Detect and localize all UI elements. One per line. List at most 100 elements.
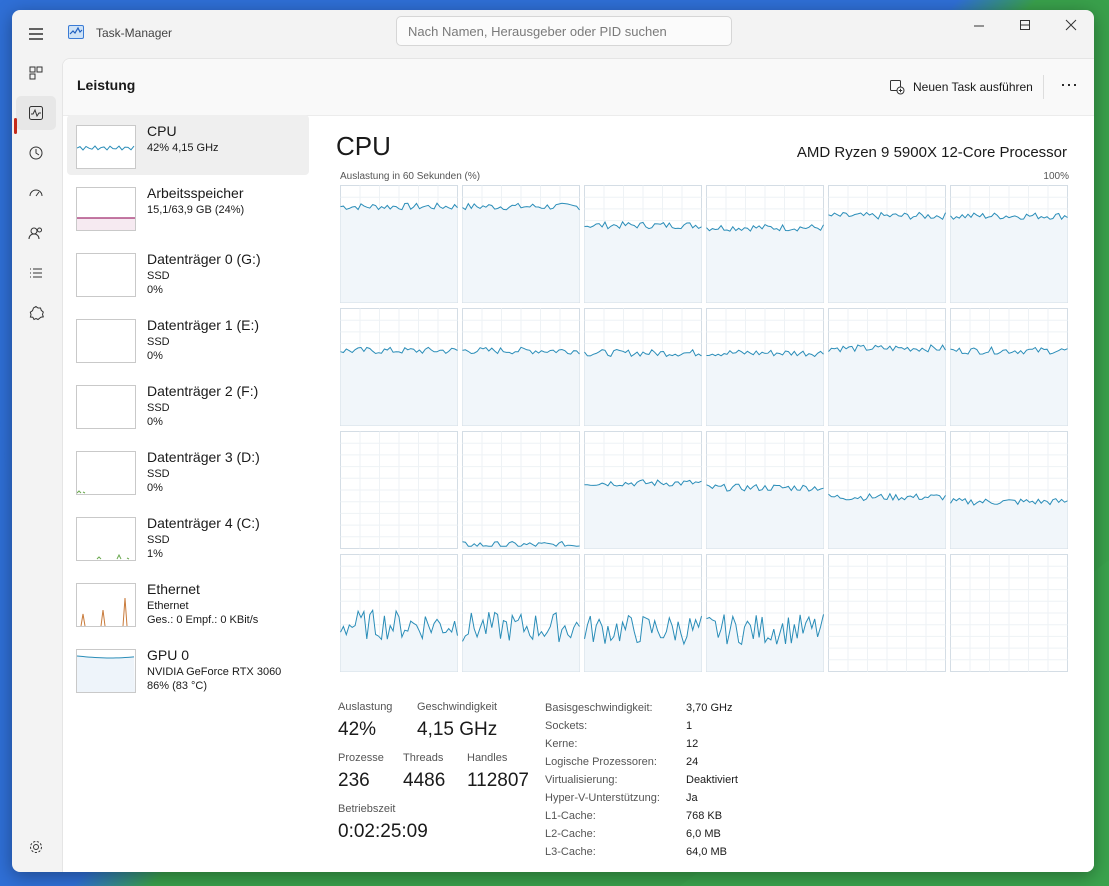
resource-detail: SSD (147, 534, 170, 546)
resource-sparkline (76, 490, 86, 494)
core-graph (340, 431, 458, 549)
core-graph (706, 308, 824, 426)
run-task-label: Neuen Task ausführen (913, 80, 1033, 94)
spec-key: Virtualisierung: (545, 774, 618, 786)
minimize-button[interactable] (956, 10, 1002, 42)
resource-status: 0% (147, 350, 163, 362)
resource-sparkline (76, 655, 135, 692)
resource-item[interactable]: Datenträger 2 (F:) SSD 0% (67, 375, 309, 435)
resource-item[interactable]: CPU 42% 4,15 GHz (67, 115, 309, 175)
nav-processes[interactable] (16, 56, 56, 90)
resource-detail: NVIDIA GeForce RTX 3060 (147, 666, 282, 678)
resource-item[interactable]: Datenträger 4 (C:) SSD 1% (67, 507, 309, 567)
performance-icon (29, 106, 43, 120)
resource-item[interactable]: Ethernet Ethernet Ges.: 0 Empf.: 0 KBit/s (67, 573, 309, 633)
processes-label: Prozesse (338, 752, 384, 764)
resource-sparkline (77, 217, 135, 230)
close-button[interactable] (1048, 10, 1094, 42)
processes-icon (29, 66, 43, 80)
resource-sparkline (77, 386, 135, 428)
core-graph (340, 554, 458, 672)
resource-item[interactable]: Datenträger 0 (G:) SSD 0% (67, 243, 309, 303)
core-graph (706, 431, 824, 549)
resource-detail: SSD (147, 336, 170, 348)
core-graph (706, 554, 824, 672)
resource-name: Ethernet (147, 581, 200, 597)
users-icon (28, 227, 42, 240)
core-graph (584, 554, 702, 672)
run-new-task-button[interactable]: Neuen Task ausführen (885, 71, 1037, 103)
core-graph (462, 308, 580, 426)
core-graph (950, 554, 1068, 672)
spec-key: Hyper-V-Unterstützung: (545, 792, 660, 804)
spec-key: Basisgeschwindigkeit: (545, 702, 653, 714)
maximize-button[interactable] (1002, 10, 1048, 42)
nav-performance[interactable] (16, 96, 56, 130)
nav-settings[interactable] (16, 830, 56, 864)
gear-icon (30, 841, 42, 853)
services-icon (29, 305, 44, 321)
spec-key: Sockets: (545, 720, 588, 732)
menu-icon[interactable] (24, 22, 48, 46)
core-graph (706, 185, 824, 303)
handles-label: Handles (467, 752, 508, 764)
core-graph (462, 554, 580, 672)
resource-item[interactable]: Datenträger 3 (D:) SSD 0% (67, 441, 309, 501)
nav-startup[interactable] (16, 176, 56, 210)
startup-icon (29, 189, 43, 197)
resource-detail: SSD (147, 270, 170, 282)
resource-name: Datenträger 4 (C:) (147, 515, 260, 531)
spec-value: Deaktiviert (686, 774, 738, 786)
core-graph (462, 185, 580, 303)
resource-name: Datenträger 0 (G:) (147, 251, 261, 267)
resource-status: 0% (147, 416, 163, 428)
core-graph (950, 185, 1068, 303)
spec-value: 12 (686, 738, 699, 750)
handles-value: 112807 (467, 770, 529, 791)
resource-thumbnail (76, 649, 136, 693)
threads-label: Threads (403, 752, 444, 764)
more-options-button[interactable]: ⋯ (1060, 75, 1078, 95)
resource-name: Datenträger 1 (E:) (147, 317, 260, 333)
nav-app-history[interactable] (16, 136, 56, 170)
resource-thumbnail (76, 583, 136, 627)
page-title: Leistung (77, 77, 136, 93)
details-list-icon (30, 268, 42, 278)
resource-sparkline (77, 254, 135, 296)
nav-active-indicator (14, 118, 17, 134)
nav-details[interactable] (16, 256, 56, 290)
spec-key: L2-Cache: (545, 828, 596, 840)
graph-caption: Auslastung in 60 Sekunden (%) (340, 171, 481, 182)
resource-detail: 15,1/63,9 GB (24%) (147, 204, 245, 216)
resource-status: 0% (147, 482, 163, 494)
resource-thumbnail (76, 451, 136, 495)
spec-value: Ja (686, 792, 698, 804)
spec-key: L3-Cache: (545, 846, 596, 858)
minimize-button[interactable] (1002, 10, 1048, 42)
resource-item[interactable]: GPU 0 NVIDIA GeForce RTX 3060 86% (83 °C) (67, 639, 309, 699)
performance-pane: Leistung Neuen Task ausführen ⋯ CPU 42% 4… (62, 58, 1094, 872)
resource-sparkline (76, 145, 135, 151)
processes-value: 236 (338, 770, 370, 791)
task-manager-icon (68, 25, 84, 39)
core-graph (950, 431, 1068, 549)
resource-name: Arbeitsspeicher (147, 185, 244, 201)
search-input[interactable] (396, 16, 732, 46)
resource-name: GPU 0 (147, 647, 190, 663)
nav-services[interactable] (16, 296, 56, 330)
resource-thumbnail (76, 385, 136, 429)
resource-status: 86% (83 °C) (147, 680, 208, 692)
core-graph (950, 308, 1068, 426)
resource-item[interactable]: Datenträger 1 (E:) SSD 0% (67, 309, 309, 369)
resource-thumbnail (76, 125, 136, 169)
nav-users[interactable] (16, 216, 56, 250)
header-divider (1043, 75, 1044, 99)
run-task-icon (890, 80, 905, 95)
speed-value: 4,15 GHz (417, 719, 498, 740)
spec-value: 1 (686, 720, 693, 732)
page-header: Leistung Neuen Task ausführen ⋯ (63, 59, 1094, 116)
core-graph (462, 431, 580, 549)
spec-key: Logische Prozessoren: (545, 756, 657, 768)
resource-item[interactable]: Arbeitsspeicher 15,1/63,9 GB (24%) (67, 177, 309, 237)
resource-status: Ges.: 0 Empf.: 0 KBit/s (147, 614, 259, 626)
